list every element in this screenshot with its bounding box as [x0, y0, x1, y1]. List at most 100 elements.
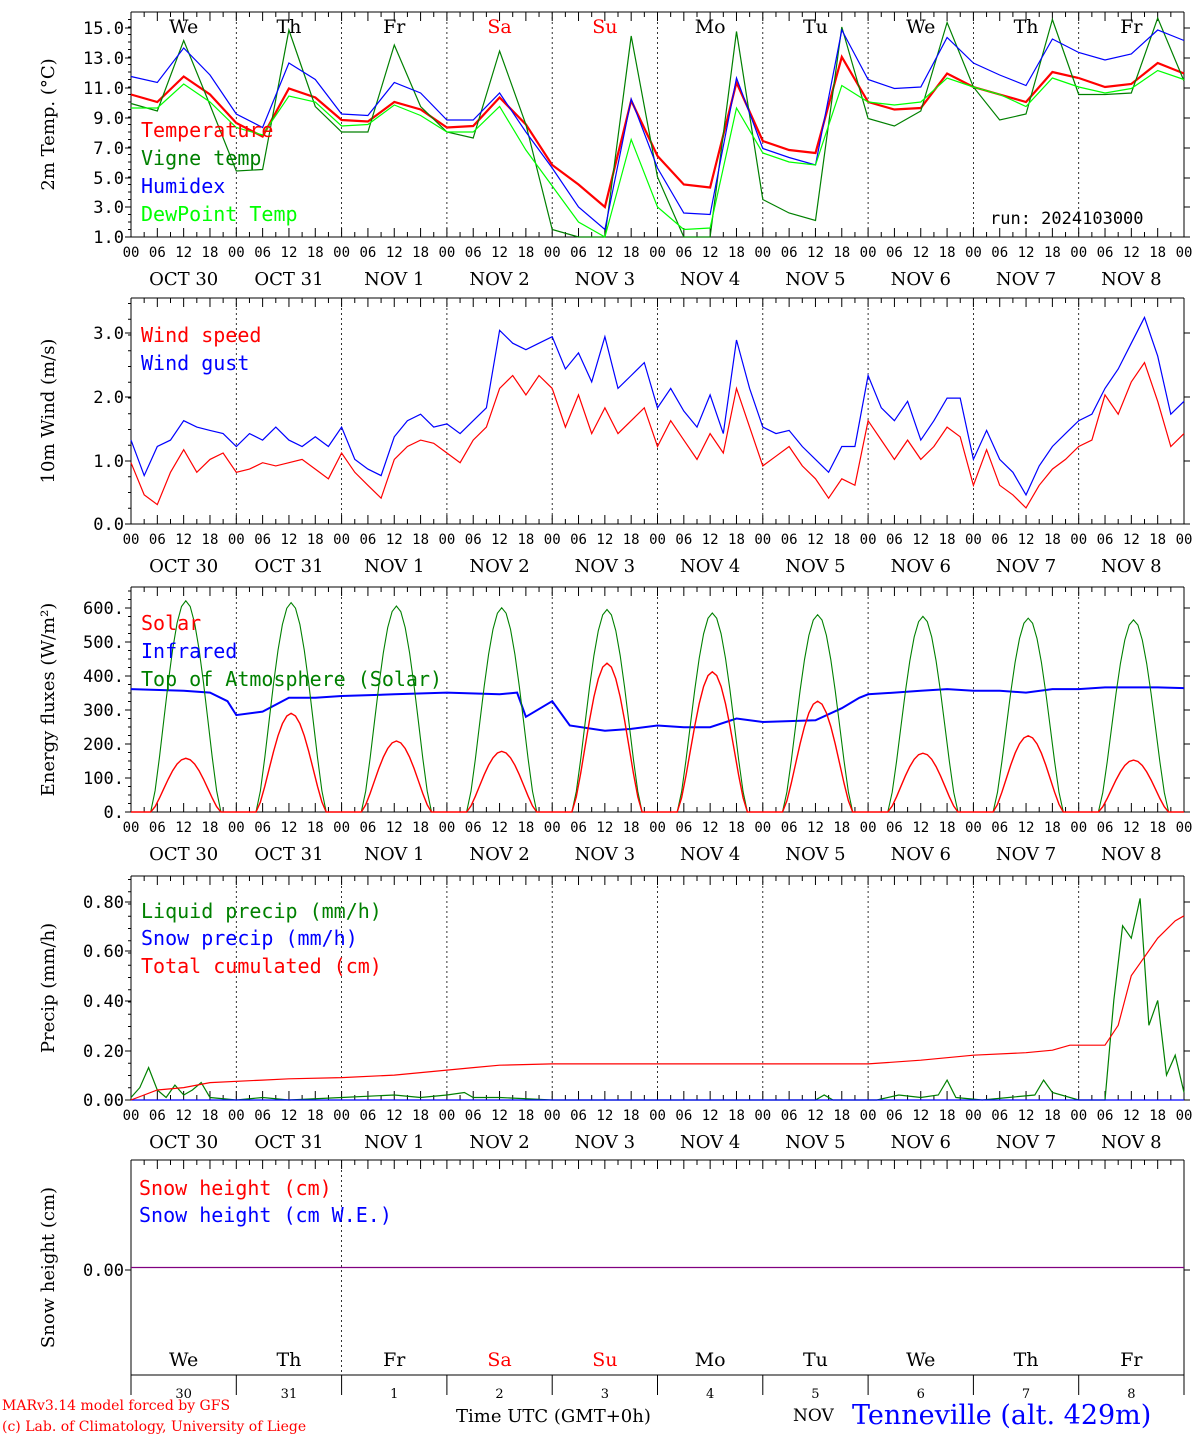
- date-label: NOV 5: [785, 269, 845, 290]
- date-number: 6: [917, 1387, 925, 1402]
- hour-tick-label: 18: [939, 1108, 956, 1124]
- hour-tick-label: 00: [1070, 1108, 1087, 1124]
- hour-tick-label: 00: [754, 820, 771, 836]
- hour-tick-label: 06: [149, 532, 166, 548]
- hour-tick-label: 18: [1044, 820, 1061, 836]
- hour-tick-label: 00: [965, 1108, 982, 1124]
- hour-tick-label: 12: [281, 1108, 298, 1124]
- panel-4: [125, 875, 1190, 1101]
- hour-tick-label: 18: [412, 245, 429, 261]
- hour-tick-label: 00: [228, 1108, 245, 1124]
- date-label: NOV 6: [891, 1132, 951, 1153]
- y-tick-label: 500.: [83, 633, 124, 653]
- date-label: NOV 5: [785, 1132, 845, 1153]
- hour-tick-label: 00: [754, 245, 771, 261]
- hour-tick-label: 06: [781, 1108, 798, 1124]
- hour-tick-label: 18: [939, 820, 956, 836]
- hour-tick-label: 00: [228, 245, 245, 261]
- y-tick-label: 0.0: [93, 515, 124, 535]
- weekday-label-top: Fr: [1120, 16, 1143, 38]
- hour-tick-label: 06: [465, 820, 482, 836]
- date-number: 7: [1022, 1387, 1030, 1402]
- hour-tick-label: 18: [202, 1108, 219, 1124]
- y-tick-label: 0.20: [83, 1042, 124, 1062]
- hour-tick-label: 18: [623, 820, 640, 836]
- hour-tick-label: 00: [1176, 1108, 1193, 1124]
- weekday-label-bottom: We: [906, 1349, 935, 1371]
- hour-tick-label: 00: [228, 820, 245, 836]
- series-line-infrared: [130, 686, 1185, 732]
- weekday-label-bottom: Sa: [487, 1349, 511, 1371]
- hour-tick-label: 00: [1176, 245, 1193, 261]
- date-label: NOV 6: [891, 556, 951, 577]
- y-tick-label: 0.00: [83, 1261, 124, 1281]
- hour-tick-label: 18: [1149, 820, 1166, 836]
- date-number: 3: [601, 1387, 609, 1402]
- hour-tick-label: 06: [781, 820, 798, 836]
- legend-entry: Snow height (cm): [139, 1176, 332, 1200]
- date-number: 1: [390, 1387, 398, 1402]
- hour-tick-label: 06: [359, 820, 376, 836]
- hour-tick-label: 00: [438, 820, 455, 836]
- y-tick-label: 15.0: [83, 19, 124, 39]
- weekday-label-bottom: We: [169, 1349, 198, 1371]
- hour-tick-label: 18: [517, 820, 534, 836]
- hour-tick-label: 12: [807, 245, 824, 261]
- hour-tick-label: 06: [991, 245, 1008, 261]
- hour-tick-label: 12: [1123, 820, 1140, 836]
- date-number: 5: [811, 1387, 819, 1402]
- hour-tick-label: 06: [359, 245, 376, 261]
- hour-tick-label: 12: [807, 1108, 824, 1124]
- hour-tick-label: 12: [175, 245, 192, 261]
- weekday-label-top: Sa: [487, 16, 511, 38]
- hour-tick-label: 06: [886, 245, 903, 261]
- hour-tick-label: 12: [596, 820, 613, 836]
- credit-line-1: MARv3.14 model forced by GFS: [2, 1398, 231, 1414]
- hour-tick-label: 00: [1070, 820, 1087, 836]
- hour-tick-label: 12: [912, 532, 929, 548]
- series-line-total-cumulated-cm-: [130, 915, 1185, 1101]
- hour-tick-label: 06: [359, 1108, 376, 1124]
- y-tick-label: 100.: [83, 769, 124, 789]
- hour-tick-label: 12: [386, 1108, 403, 1124]
- hour-tick-label: 12: [596, 245, 613, 261]
- legend-entry: Humidex: [141, 174, 225, 198]
- hour-tick-label: 00: [1176, 820, 1193, 836]
- hour-tick-label: 18: [623, 532, 640, 548]
- date-label: NOV 5: [785, 556, 845, 577]
- hour-tick-label: 12: [1018, 245, 1035, 261]
- hour-tick-label: 06: [254, 1108, 271, 1124]
- hour-tick-label: 00: [649, 820, 666, 836]
- hour-tick-label: 12: [175, 820, 192, 836]
- hour-tick-label: 12: [702, 532, 719, 548]
- date-label: NOV 7: [996, 556, 1056, 577]
- series-line-wind-speed: [130, 361, 1185, 509]
- hour-tick-label: 00: [123, 1108, 140, 1124]
- panel-1: [125, 11, 1190, 238]
- hour-tick-label: 12: [175, 532, 192, 548]
- hour-tick-label: 18: [833, 245, 850, 261]
- weekday-label-bottom: Fr: [1120, 1349, 1143, 1371]
- legend-entry: Solar: [141, 611, 201, 635]
- hour-tick-label: 00: [649, 1108, 666, 1124]
- date-label: NOV 1: [364, 844, 424, 865]
- y-tick-label: 0.: [104, 803, 124, 823]
- panel-3: [125, 586, 1190, 813]
- date-label: NOV 3: [575, 844, 635, 865]
- hour-tick-label: 00: [228, 532, 245, 548]
- hour-tick-label: 06: [359, 532, 376, 548]
- y-tick-label: 0.60: [83, 942, 124, 962]
- weekday-label-bottom: Fr: [383, 1349, 406, 1371]
- hour-tick-label: 18: [1044, 532, 1061, 548]
- date-label: NOV 1: [364, 1132, 424, 1153]
- date-label: NOV 4: [680, 844, 740, 865]
- hour-tick-label: 12: [491, 1108, 508, 1124]
- hour-tick-label: 00: [649, 245, 666, 261]
- weekday-label-top: Su: [592, 16, 617, 38]
- date-label: NOV 6: [891, 844, 951, 865]
- date-number: 2: [495, 1387, 503, 1402]
- hour-tick-label: 06: [570, 820, 587, 836]
- hour-tick-label: 12: [912, 1108, 929, 1124]
- y-axis-label: 2m Temp. (°C): [38, 58, 59, 190]
- hour-tick-label: 06: [465, 1108, 482, 1124]
